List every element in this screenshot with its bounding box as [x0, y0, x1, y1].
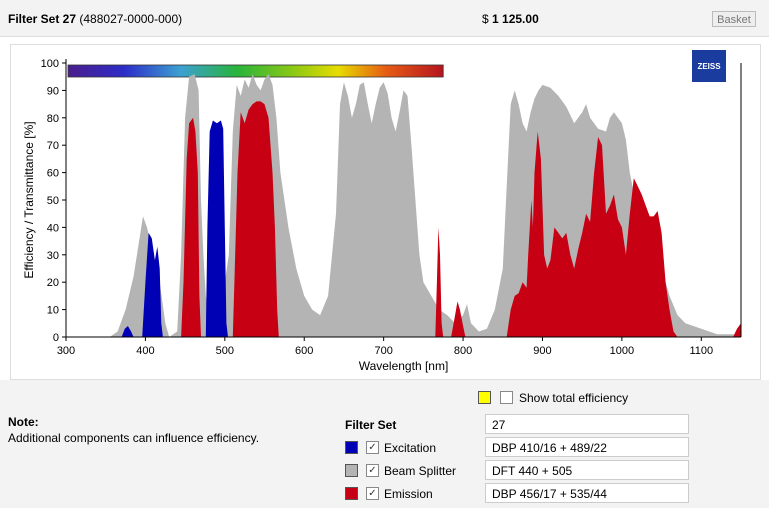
- x-tick-label: 800: [454, 345, 472, 357]
- price-value: 1 125.00: [492, 12, 539, 26]
- filter-set-name: Filter Set 27: [8, 12, 77, 26]
- y-tick-label: 80: [47, 113, 59, 125]
- note-text: Additional components can influence effi…: [8, 431, 260, 445]
- show-total-efficiency-label: Show total efficiency: [519, 391, 629, 405]
- component-label: Excitation: [384, 441, 437, 455]
- component-value-field: DBP 456/17 + 535/44: [485, 483, 689, 503]
- component-checkbox[interactable]: ✓: [366, 487, 379, 500]
- series-area-excitation: [121, 120, 228, 337]
- spectrum-chart: 0 10 20 30 40 50 60 70 80 90 100 300 400 500 600 700 800…: [22, 50, 742, 373]
- price-prefix: $: [482, 12, 489, 26]
- y-tick-label: 0: [53, 332, 59, 344]
- series-area-emission: [181, 101, 742, 338]
- basket-button[interactable]: Basket: [712, 11, 756, 27]
- x-tick-label: 300: [57, 345, 75, 357]
- y-tick-label: 40: [47, 222, 59, 234]
- filter-set-value-field: 27: [485, 414, 689, 434]
- y-tick-label: 90: [47, 85, 59, 97]
- component-swatch: [345, 441, 358, 454]
- y-tick-label: 70: [47, 140, 59, 152]
- x-tick-label: 1000: [610, 345, 634, 357]
- component-label: Emission: [384, 487, 433, 501]
- component-swatch: [345, 464, 358, 477]
- component-value-field: DFT 440 + 505: [485, 460, 689, 480]
- component-swatch: [345, 487, 358, 500]
- y-tick-label: 10: [47, 305, 59, 317]
- spectrum-bar: [67, 64, 444, 78]
- header-bar: Filter Set 27 (488027-0000-000) $ 1 125.…: [0, 0, 769, 37]
- x-tick-label: 700: [374, 345, 392, 357]
- x-tick-label: 500: [216, 345, 234, 357]
- component-value-field: DBP 410/16 + 489/22: [485, 437, 689, 457]
- zeiss-logo: [692, 50, 726, 82]
- price: $ 1 125.00: [482, 12, 539, 26]
- component-checkbox[interactable]: ✓: [366, 464, 379, 477]
- spectrum-chart-frame: 0 10 20 30 40 50 60 70 80 90 100 300 400 500 600 700 800…: [10, 44, 761, 380]
- zeiss-logo-text: ZEISS: [697, 62, 721, 71]
- x-tick-label: 1100: [689, 345, 713, 357]
- filter-set-code: (488027-0000-000): [79, 12, 183, 26]
- filter-set-title: Filter Set 27 (488027-0000-000): [8, 12, 182, 26]
- y-tick-label: 50: [47, 195, 59, 207]
- filter-set-label: Filter Set: [345, 418, 397, 432]
- x-axis-label: Wavelength [nm]: [359, 359, 449, 373]
- total-efficiency-swatch: [478, 391, 491, 404]
- y-tick-label: 60: [47, 168, 59, 180]
- y-tick-label: 20: [47, 277, 59, 289]
- y-tick-label: 100: [41, 58, 59, 70]
- x-tick-label: 900: [533, 345, 551, 357]
- x-tick-label: 400: [136, 345, 154, 357]
- y-axis-label: Efficiency / Transmittance [%]: [22, 121, 36, 278]
- x-tick-label: 600: [295, 345, 313, 357]
- show-total-efficiency-checkbox[interactable]: [500, 391, 513, 404]
- component-label: Beam Splitter: [384, 464, 457, 478]
- component-checkbox[interactable]: ✓: [366, 441, 379, 454]
- y-tick-label: 30: [47, 250, 59, 262]
- note-title: Note:: [8, 415, 39, 429]
